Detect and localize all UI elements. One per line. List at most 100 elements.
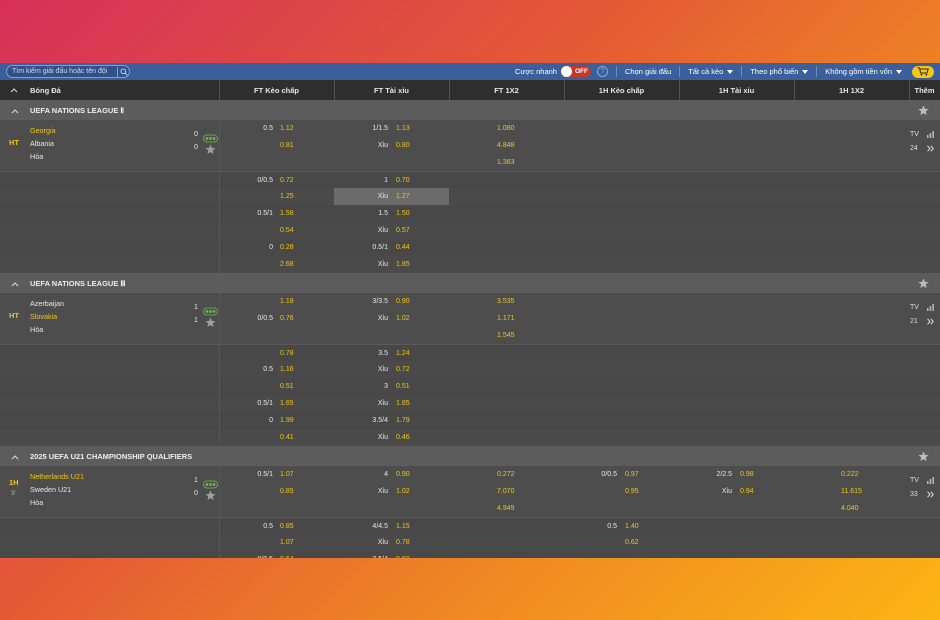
stats-bar-icon[interactable] [927,131,934,140]
tv-label[interactable]: TV [910,477,919,484]
bet-slip-button[interactable] [912,65,934,78]
handicap-odds[interactable]: 0.64 [280,551,294,558]
ou-odds[interactable]: 0.78 [396,539,410,546]
ft-1x2-odds[interactable]: 1.080 [497,125,515,132]
live-stats-icon[interactable] [203,130,218,148]
quick-bet-toggle[interactable]: OFF [560,66,591,77]
ft-1x2-odds[interactable]: 0.272 [497,471,515,478]
favorite-match-star-icon[interactable] [205,142,216,160]
handicap-odds[interactable]: 1.12 [280,125,294,132]
handicap-odds[interactable]: 2.68 [280,261,294,268]
home-team[interactable]: Azerbaijan [30,299,64,308]
handicap-odds[interactable]: 0.72 [280,177,294,184]
handicap-odds[interactable]: 0.85 [280,523,294,530]
ft-1x2-odds[interactable]: 7.070 [497,488,515,495]
ft-1x2-odds[interactable]: 1.545 [497,332,515,339]
ou-odds[interactable]: 1.27 [396,193,410,200]
double-chevron-right-icon[interactable] [927,491,934,500]
ft-1x2-odds[interactable]: 4.949 [497,505,515,512]
collapse-league-icon[interactable] [11,453,19,462]
1h-1x2-odds[interactable]: 11.615 [841,488,862,495]
ou-odds[interactable]: 1.24 [396,350,410,357]
more-markets-count[interactable]: 21 [910,318,918,325]
handicap-odds[interactable]: 1.99 [280,417,294,424]
handicap-odds[interactable]: 1.58 [280,210,294,217]
collapse-league-icon[interactable] [11,107,19,116]
search-input[interactable]: Tìm kiếm giải đấu hoặc tên đội [6,65,130,78]
league-header[interactable]: UEFA NATIONS LEAGUE Ⅲ [0,273,940,293]
collapse-league-icon[interactable] [11,280,19,289]
league-header[interactable]: 2025 UEFA U21 CHAMPIONSHIP QUALIFIERS [0,446,940,466]
handicap-odds[interactable]: 1.18 [280,298,294,305]
ou-odds[interactable]: 1.02 [396,315,410,322]
ou-odds[interactable]: 1.02 [396,488,410,495]
ft-1x2-odds[interactable]: 1.363 [497,159,515,166]
stats-bar-icon[interactable] [927,477,934,486]
select-league-button[interactable]: Chọn giải đấu [624,67,672,76]
ou-odds[interactable]: 1.13 [396,125,410,132]
favorite-league-star-icon[interactable] [918,105,929,118]
ou-odds[interactable]: 0.57 [396,227,410,234]
more-markets-count[interactable]: 24 [910,145,918,152]
stats-bar-icon[interactable] [927,304,934,313]
ou-odds[interactable]: 1.85 [396,261,410,268]
handicap-odds[interactable]: 1.25 [280,193,294,200]
all-odds-dropdown[interactable]: Tất cả kèo [688,67,734,76]
away-team[interactable]: Sweden U21 [30,485,72,494]
handicap-odds[interactable]: 0.54 [280,227,294,234]
handicap-odds[interactable]: 1.07 [280,471,294,478]
live-stats-icon[interactable] [203,303,218,321]
ou-odds[interactable]: 0.90 [396,471,410,478]
handicap-odds[interactable]: 0.76 [280,315,294,322]
stake-dropdown[interactable]: Không gồm tiền vốn [825,67,902,76]
ou-odds[interactable]: 0.51 [396,383,410,390]
handicap-odds[interactable]: 0.51 [280,383,294,390]
ou-odds[interactable]: 0.69 [396,551,410,558]
ft-1x2-odds[interactable]: 1.171 [497,315,515,322]
favorite-match-star-icon[interactable] [205,315,216,333]
handicap-odds[interactable]: 0.78 [280,350,294,357]
1h-1x2-odds[interactable]: 4.040 [841,505,859,512]
handicap-odds[interactable]: 1.07 [280,539,294,546]
collapse-all-icon[interactable] [7,80,21,100]
handicap-odds[interactable]: 0.28 [280,244,294,251]
handicap-odds[interactable]: 0.85 [280,488,294,495]
tv-label[interactable]: TV [910,131,919,138]
away-team[interactable]: Slovakia [30,312,58,321]
double-chevron-right-icon[interactable] [927,318,934,327]
ou-odds[interactable]: 0.44 [396,244,410,251]
handicap-odds[interactable]: 0.81 [280,142,294,149]
1h-ou-odds[interactable]: 0.94 [740,488,754,495]
1h-1x2-odds[interactable]: 0.222 [841,471,859,478]
tv-label[interactable]: TV [910,304,919,311]
home-team[interactable]: Georgia [30,126,56,135]
1h-handicap-odds[interactable]: 0.62 [625,539,639,546]
favorite-league-star-icon[interactable] [918,451,929,464]
ft-1x2-odds[interactable]: 4.848 [497,142,515,149]
1h-handicap-odds[interactable]: 0.97 [625,471,639,478]
handicap-odds[interactable]: 1.65 [280,400,294,407]
handicap-odds[interactable]: 0.41 [280,434,294,441]
double-chevron-right-icon[interactable] [927,145,934,154]
away-team[interactable]: Albania [30,139,54,148]
favorite-match-star-icon[interactable] [205,488,216,506]
1h-handicap-odds[interactable]: 0.95 [625,488,639,495]
home-team[interactable]: Netherlands U21 [30,472,84,481]
handicap-odds[interactable]: 1.16 [280,366,294,373]
1h-handicap-odds[interactable]: 1.40 [625,523,639,530]
live-stats-icon[interactable] [203,476,218,494]
ou-odds[interactable]: 0.70 [396,177,410,184]
ou-odds[interactable]: 0.72 [396,366,410,373]
favorite-league-star-icon[interactable] [918,278,929,291]
ou-odds[interactable]: 1.79 [396,417,410,424]
sort-dropdown[interactable]: Theo phổ biến [750,67,809,76]
search-icon[interactable] [117,67,128,77]
ou-odds[interactable]: 1.15 [396,523,410,530]
help-icon[interactable]: ? [596,66,608,77]
1h-ou-odds[interactable]: 0.98 [740,471,754,478]
ou-odds[interactable]: 0.46 [396,434,410,441]
league-header[interactable]: UEFA NATIONS LEAGUE Ⅱ [0,100,940,120]
ou-odds[interactable]: 0.80 [396,142,410,149]
ou-odds[interactable]: 1.65 [396,400,410,407]
ou-odds[interactable]: 1.50 [396,210,410,217]
